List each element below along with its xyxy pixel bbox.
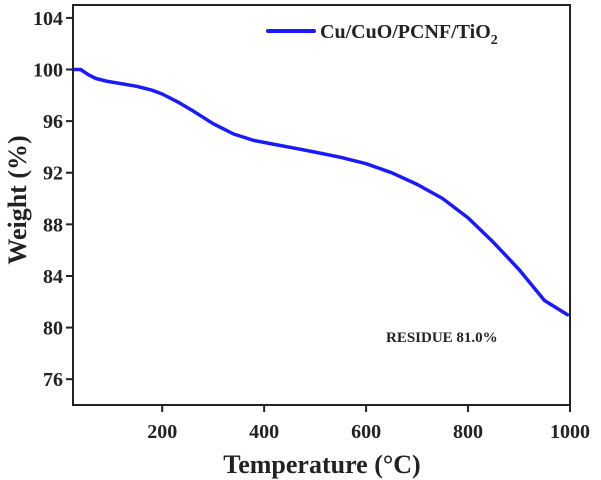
series-line-0 [71,67,570,317]
x-tick-label: 1000 [550,421,590,443]
y-tick-label: 80 [43,318,63,340]
y-axis-title: Weight (%) [3,135,32,264]
series-layer [71,67,570,317]
x-axis-title: Temperature (°C) [223,450,420,479]
y-tick-label: 92 [43,163,63,185]
x-tick-label: 600 [351,421,381,443]
x-tick-label: 400 [249,421,279,443]
y-tick-label: 104 [33,8,63,30]
x-tick-label: 800 [453,421,483,443]
x-tick-label: 200 [147,421,177,443]
y-tick-label: 100 [33,60,63,82]
legend-label-main: Cu/CuO/PCNF/TiO [320,21,491,43]
x-ticks: 200 400 600 800 1000 [147,405,590,443]
y-tick-label: 76 [43,369,63,391]
residue-annotation: RESIDUE 81.0% [386,330,498,346]
frame-layer [72,4,571,406]
y-tick-label: 88 [43,214,63,236]
legend-label: Cu/CuO/PCNF/TiO2 [320,21,498,48]
plot-frame [72,4,571,406]
legend: Cu/CuO/PCNF/TiO2 [266,21,498,48]
y-tick-label: 96 [43,111,63,133]
y-ticks: 76 80 84 88 92 96 100 104 [33,8,73,391]
y-tick-label: 84 [43,266,63,288]
legend-label-subscript: 2 [491,33,498,48]
